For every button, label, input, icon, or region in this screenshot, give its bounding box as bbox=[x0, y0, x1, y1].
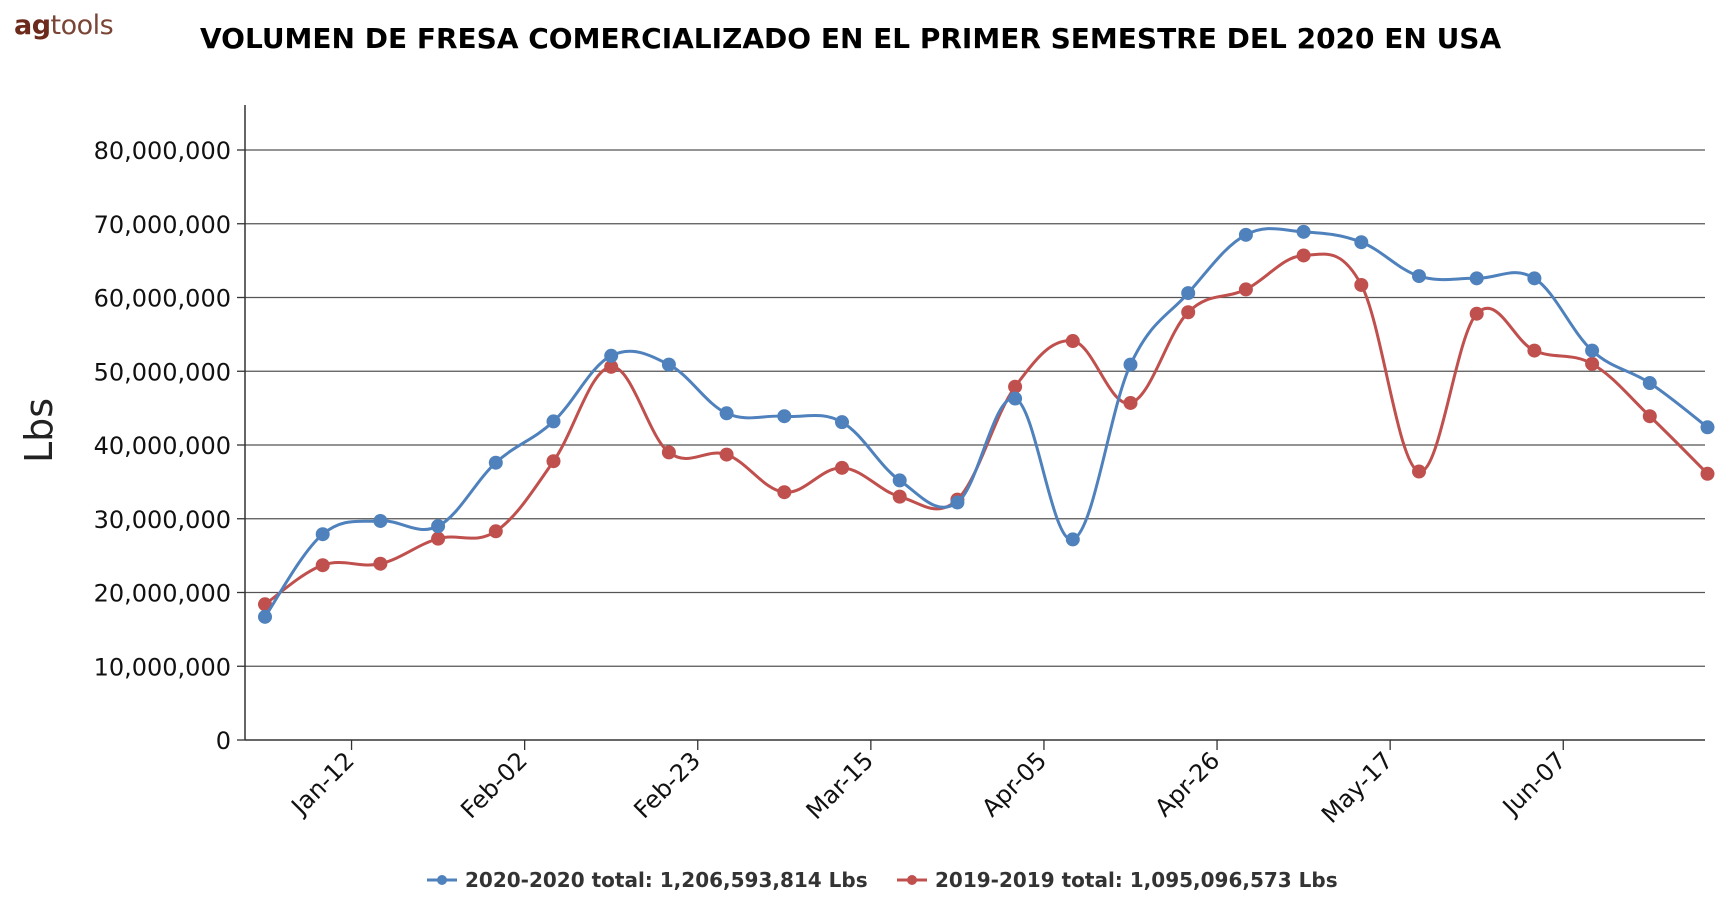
data-point[interactable] bbox=[719, 406, 734, 421]
data-point[interactable] bbox=[1700, 466, 1715, 481]
data-point[interactable] bbox=[1585, 343, 1600, 358]
data-point[interactable] bbox=[1181, 286, 1196, 301]
y-tick-label: 50,000,000 bbox=[94, 358, 231, 386]
data-point[interactable] bbox=[1354, 277, 1369, 292]
legend-marker-0 bbox=[437, 875, 447, 885]
data-point[interactable] bbox=[1238, 227, 1253, 242]
data-point[interactable] bbox=[258, 597, 272, 612]
y-tick-label: 60,000,000 bbox=[94, 285, 231, 313]
data-point[interactable] bbox=[1642, 409, 1657, 424]
data-point[interactable] bbox=[1296, 248, 1311, 263]
series-group bbox=[258, 224, 1715, 624]
data-point[interactable] bbox=[604, 359, 619, 374]
data-point[interactable] bbox=[835, 415, 849, 430]
x-tick-label: Mar-15 bbox=[801, 746, 879, 824]
legend[interactable]: 2020-2020 total: 1,206,593,814 Lbs 2019-2… bbox=[427, 868, 1338, 892]
data-point[interactable] bbox=[777, 485, 792, 500]
legend-entry-1[interactable]: 2019-2019 total: 1,095,096,573 Lbs bbox=[935, 868, 1338, 892]
data-point[interactable] bbox=[1412, 269, 1426, 284]
data-point[interactable] bbox=[1527, 343, 1542, 358]
data-point[interactable] bbox=[258, 609, 272, 624]
agtools-logo: agtools bbox=[14, 10, 114, 41]
data-point[interactable] bbox=[1585, 356, 1600, 371]
series-line-0 bbox=[263, 227, 1709, 618]
x-tick-label: May-17 bbox=[1316, 746, 1398, 828]
x-axis-ticks: Jan-12 Feb-02 Feb-23 Mar-15 Apr-05 Apr-26 May-… bbox=[285, 740, 1571, 829]
logo-tools: tools bbox=[50, 10, 114, 41]
data-point[interactable] bbox=[1238, 282, 1253, 297]
y-tick-label: 30,000,000 bbox=[94, 506, 231, 534]
y-tick-label: 10,000,000 bbox=[94, 653, 231, 681]
logo-ag: ag bbox=[14, 10, 51, 41]
y-tick-label: 0 bbox=[216, 727, 231, 755]
data-point[interactable] bbox=[661, 357, 676, 372]
data-point[interactable] bbox=[431, 519, 446, 534]
data-point[interactable] bbox=[373, 556, 388, 571]
data-point[interactable] bbox=[315, 558, 330, 573]
data-point[interactable] bbox=[1123, 357, 1138, 372]
data-point[interactable] bbox=[1469, 306, 1484, 321]
y-axis-label: Lbs bbox=[17, 398, 61, 463]
data-point[interactable] bbox=[373, 513, 388, 528]
x-tick-label: Jan-12 bbox=[285, 746, 360, 821]
data-point[interactable] bbox=[1065, 532, 1080, 547]
data-point[interactable] bbox=[1008, 391, 1023, 406]
data-point[interactable] bbox=[1412, 464, 1426, 479]
data-point[interactable] bbox=[950, 495, 965, 510]
data-point[interactable] bbox=[1527, 271, 1542, 286]
x-tick-label: Apr-05 bbox=[976, 746, 1052, 822]
data-point[interactable] bbox=[1354, 235, 1369, 250]
x-tick-label: Apr-26 bbox=[1149, 746, 1225, 822]
x-tick-label: Jun-07 bbox=[1496, 746, 1571, 821]
data-point[interactable] bbox=[892, 473, 907, 488]
data-point[interactable] bbox=[777, 409, 792, 424]
y-axis-ticks: 0 10,000,000 20,000,000 30,000,000 40,000,00… bbox=[94, 137, 245, 755]
legend-marker-1 bbox=[907, 875, 917, 885]
data-point[interactable] bbox=[719, 447, 734, 462]
y-tick-label: 80,000,000 bbox=[94, 137, 231, 165]
x-tick-label: Feb-23 bbox=[628, 746, 706, 824]
data-point[interactable] bbox=[1469, 271, 1484, 286]
data-point[interactable] bbox=[604, 348, 619, 363]
data-point[interactable] bbox=[1642, 376, 1657, 391]
data-point[interactable] bbox=[431, 531, 446, 546]
data-point[interactable] bbox=[488, 455, 503, 470]
series-line-1 bbox=[264, 252, 1709, 606]
data-point[interactable] bbox=[546, 414, 561, 429]
data-point[interactable] bbox=[1008, 379, 1023, 394]
y-tick-label: 20,000,000 bbox=[94, 580, 231, 608]
y-tick-label: 70,000,000 bbox=[94, 211, 231, 239]
gridlines bbox=[244, 105, 1705, 741]
x-tick-label: Feb-02 bbox=[455, 746, 533, 824]
data-point[interactable] bbox=[1296, 224, 1311, 239]
data-point[interactable] bbox=[315, 527, 330, 542]
data-point[interactable] bbox=[546, 454, 561, 469]
data-point[interactable] bbox=[892, 489, 907, 504]
chart-title: VOLUMEN DE FRESA COMERCIALIZADO EN EL PR… bbox=[200, 22, 1502, 55]
legend-entry-0[interactable]: 2020-2020 total: 1,206,593,814 Lbs bbox=[465, 868, 868, 892]
data-point[interactable] bbox=[835, 460, 849, 475]
data-point[interactable] bbox=[661, 445, 676, 460]
data-point[interactable] bbox=[1123, 395, 1138, 410]
data-point[interactable] bbox=[1700, 420, 1715, 435]
data-point[interactable] bbox=[488, 524, 503, 539]
data-point[interactable] bbox=[1065, 334, 1080, 349]
y-tick-label: 40,000,000 bbox=[94, 432, 231, 460]
data-point[interactable] bbox=[1181, 305, 1196, 320]
